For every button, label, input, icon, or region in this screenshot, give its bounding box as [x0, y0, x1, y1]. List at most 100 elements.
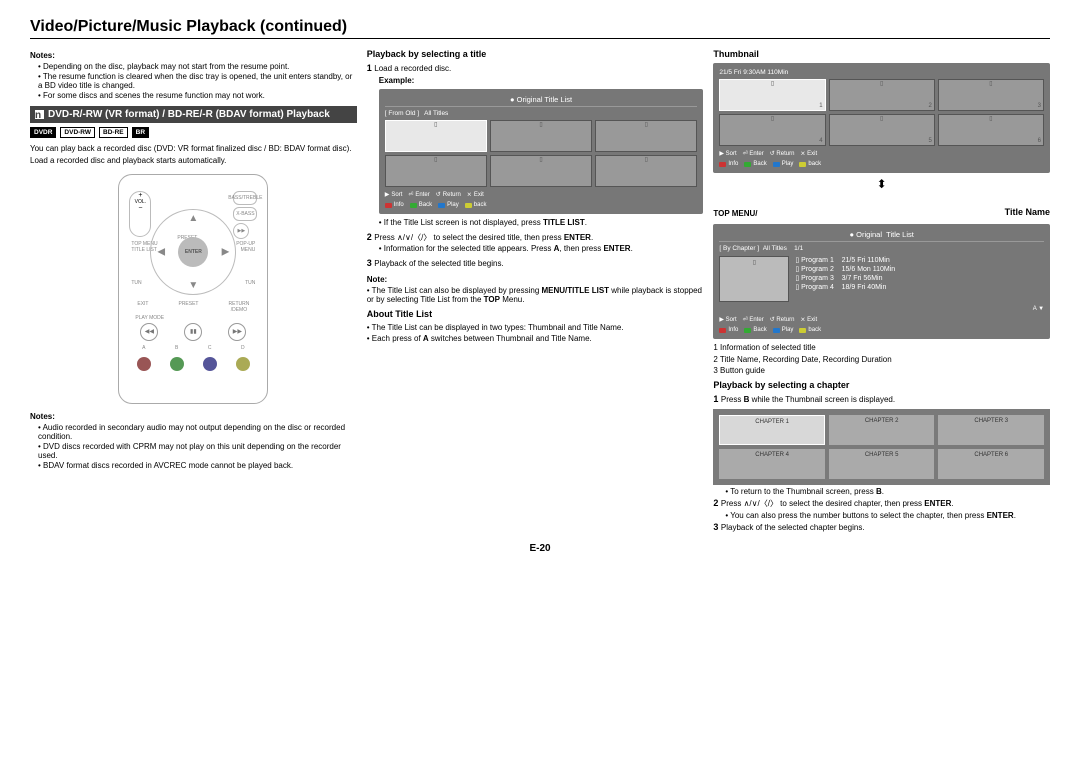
t4: ▯4: [719, 114, 825, 146]
title-list-screen: ● Original Title List [ From Old ] All T…: [379, 89, 704, 214]
thumb-3: ▯: [595, 120, 697, 152]
pb-title-head: Playback by selecting a title: [367, 49, 704, 59]
example-label: Example:: [379, 76, 415, 85]
notes-heading: Notes:: [30, 51, 357, 60]
titlename-screen: ● Original Title List [ By Chapter ] All…: [713, 224, 1050, 339]
format-badges: DVDR DVD-RW BD-RE BR: [30, 127, 357, 138]
chapter-screen: CHAPTER 1 CHAPTER 2 CHAPTER 3 CHAPTER 4 …: [713, 409, 1050, 485]
chap6: CHAPTER 6: [938, 449, 1044, 479]
left-arrow-icon: ◀: [157, 246, 165, 257]
screen-btnrow2: Info Back Play back: [385, 202, 698, 208]
page-title: Video/Picture/Music Playback (continued): [30, 18, 1050, 39]
remote-b: B: [175, 345, 178, 351]
page-number: E-20: [30, 543, 1050, 554]
legend2: 2 Title Name, Recording Date, Recording …: [713, 355, 1050, 365]
thumb-4: ▯: [385, 155, 487, 187]
remote-playmode-label: PLAY MODE: [127, 315, 259, 321]
remote-vol: + VOL. −: [129, 191, 151, 237]
remote-pause-icon: ▮▮: [184, 323, 202, 341]
badge-bdre: BD-RE: [99, 127, 128, 138]
tp-thumb: ▯: [719, 256, 789, 302]
c-step1-text: Press B while the Thumbnail screen is di…: [721, 395, 895, 404]
remote-dpad: ▲ ▼ ◀ ▶ ENTER: [150, 209, 236, 295]
right-arrow-icon: ▶: [222, 246, 230, 257]
remote-next-icon: ▶▶: [228, 323, 246, 341]
down-arrow-icon: ▼: [188, 280, 198, 291]
remote-enter-button: ENTER: [178, 237, 208, 267]
note-label: Note:: [367, 275, 704, 284]
remote-a: A: [142, 345, 145, 351]
tl-text: • If the Title List screen is not displa…: [379, 218, 704, 228]
intro-p: You can play back a recorded disc (DVD: …: [30, 144, 357, 154]
notes-list-2: Audio recorded in secondary audio may no…: [30, 423, 357, 471]
screen-title: ● Original Title List: [385, 95, 698, 107]
t6: ▯6: [938, 114, 1044, 146]
about-tl-p1: • The Title List can be displayed in two…: [367, 323, 704, 333]
chap2: CHAPTER 2: [829, 415, 935, 445]
note-text: • The Title List can also be displayed b…: [367, 286, 704, 305]
tp-meta: ▯ Program 1 21/5 Fri 110Min ▯ Program 2 …: [795, 256, 1044, 302]
step3-text: Playback of the selected title begins.: [374, 259, 503, 268]
t3: ▯3: [938, 79, 1044, 111]
column-2: Playback by selecting a title 1 Load a r…: [367, 45, 704, 533]
badge-dvdr: DVDR: [30, 127, 56, 138]
legend3: 3 Button guide: [713, 366, 1050, 376]
remote-exit-label: EXIT: [137, 301, 148, 313]
screen-btnrow: ▶ Sort ⏎ Enter ↺ Return ⨯ Exit: [385, 191, 698, 198]
c-step2-text: Press ∧/∨/〈/〉 to select the desired chap…: [721, 499, 954, 508]
t1: ▯1: [719, 79, 825, 111]
screen-info: [ From Old ] All Titles: [385, 110, 698, 117]
badge-br: BR: [132, 127, 149, 138]
c-note: • To return to the Thumbnail screen, pre…: [725, 487, 1050, 497]
remote-popup-label: POP-UPMENU: [236, 241, 255, 253]
chap1: CHAPTER 1: [719, 415, 825, 445]
step1-text: Load a recorded disc.: [374, 64, 451, 73]
remote-yellow-button: [236, 357, 250, 371]
step2-text: Press ∧/∨/〈/〉 to select the desired titl…: [374, 233, 593, 242]
chap3: CHAPTER 3: [938, 415, 1044, 445]
remote-xbass-btn: X-BASS: [233, 207, 257, 221]
chap4: CHAPTER 4: [719, 449, 825, 479]
thumb-6: ▯: [595, 155, 697, 187]
step-2: 2: [367, 232, 372, 242]
column-3: Thumbnail 21/5 Fri 9:30AM 110Min ▯1 ▯2 ▯…: [713, 45, 1050, 533]
thumb-5: ▯: [490, 155, 592, 187]
legend1: 1 Information of selected title: [713, 343, 1050, 353]
c-step3: 3: [713, 522, 718, 532]
c-step1: 1: [713, 394, 718, 404]
badge-dvdrw: DVD-RW: [60, 127, 95, 138]
t5: ▯5: [829, 114, 935, 146]
remote-tun-l: TUN: [131, 280, 141, 286]
remote-bass-btn: BASS/TREBLE: [233, 191, 257, 205]
chap5: CHAPTER 5: [829, 449, 935, 479]
c-sub: • You can also press the number buttons …: [725, 511, 1050, 521]
titlename-head: Title Name: [1005, 207, 1050, 221]
thumb-head: Thumbnail: [713, 49, 1050, 59]
thumb-grid: ▯ ▯ ▯ ▯ ▯ ▯: [385, 120, 698, 187]
notes-heading-2: Notes:: [30, 412, 357, 421]
pb-chapter-head: Playback by selecting a chapter: [713, 380, 1050, 390]
remote-blue-button: [203, 357, 217, 371]
remote-d: D: [241, 345, 245, 351]
thumb-1: ▯: [385, 120, 487, 152]
c-step2: 2: [713, 498, 718, 508]
updown-icon: ⬍: [713, 177, 1050, 191]
remote-skip-icon: ▶▶: [233, 223, 249, 239]
intro-p2: Load a recorded disc and playback starts…: [30, 156, 357, 166]
column-1: Notes: Depending on the disc, playback m…: [30, 45, 357, 533]
notes-list-1: Depending on the disc, playback may not …: [30, 62, 357, 100]
up-arrow-icon: ▲: [188, 213, 198, 224]
remote-c: C: [208, 345, 212, 351]
t2: ▯2: [829, 79, 935, 111]
step2-sub: • Information for the selected title app…: [379, 244, 704, 254]
about-tl-p2: • Each press of A switches between Thumb…: [367, 334, 704, 344]
remote-preset-label2: PRESET: [178, 301, 198, 313]
remote-red-button: [137, 357, 151, 371]
top-menu-label: TOP MENU/: [713, 209, 757, 219]
step-3: 3: [367, 258, 372, 268]
thumbnail-screen: 21/5 Fri 9:30AM 110Min ▯1 ▯2 ▯3 ▯4 ▯5 ▯6…: [713, 63, 1050, 173]
thumb-info: 21/5 Fri 9:30AM 110Min: [719, 69, 1044, 76]
remote-green-button: [170, 357, 184, 371]
c-step3-text: Playback of the selected chapter begins.: [721, 523, 865, 532]
remote-diagram: + VOL. − BASS/TREBLE X-BASS ▶▶ TOP MENUT…: [118, 174, 268, 404]
